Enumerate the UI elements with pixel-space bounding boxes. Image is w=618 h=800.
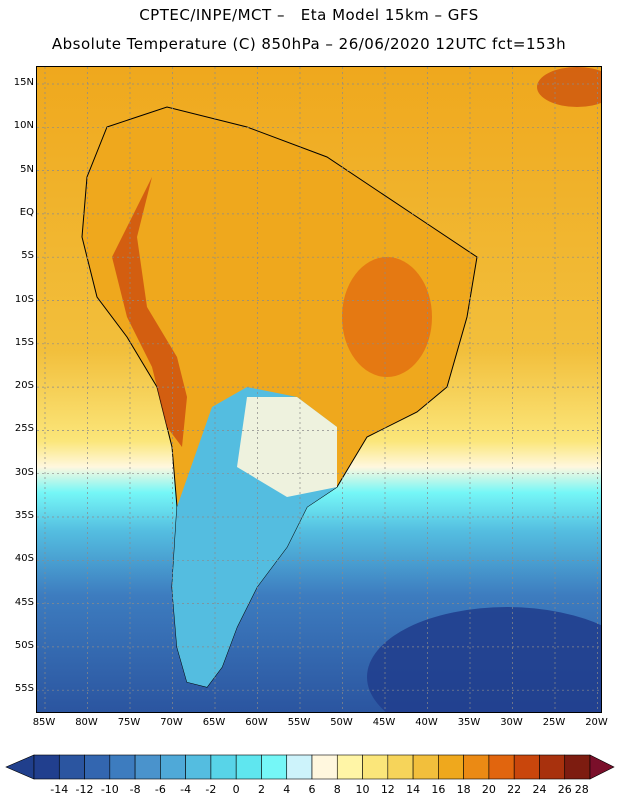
colorbar-tick-label: -8: [129, 783, 141, 796]
colorbar-swatch: [33, 754, 60, 780]
colorbar-tick-label: -4: [180, 783, 192, 796]
lat-label: 35S: [14, 510, 34, 521]
transition-zone: [237, 397, 337, 497]
colorbar-tick-label: 16: [431, 783, 446, 796]
colorbar-swatch: [564, 754, 591, 780]
colorbar-swatch: [134, 754, 161, 780]
andes-warm-ridge: [112, 177, 187, 447]
map-panel: [36, 66, 602, 713]
temperature-map: [37, 67, 601, 712]
chart-subtitle: Absolute Temperature (C) 850hPa – 26/06/…: [51, 35, 567, 53]
colorbar-tick-label: 10: [355, 783, 370, 796]
colorbar-swatch: [58, 754, 85, 780]
lat-label: 45S: [14, 596, 34, 608]
colorbar-tick-label: 18: [456, 783, 471, 796]
colorbar-swatch: [513, 754, 540, 780]
lon-label: 20W: [585, 717, 608, 728]
colorbar-swatch: [336, 754, 363, 780]
colorbar-swatch: [311, 754, 338, 780]
lat-label: 10S: [14, 293, 34, 305]
lat-label: 50S: [14, 639, 34, 651]
colorbar-tick-label: 0: [232, 783, 240, 796]
colorbar-tick-label: 22: [507, 783, 522, 796]
lat-label: 5N: [20, 163, 34, 175]
colorbar-tick-label: 20: [481, 783, 496, 796]
colorbar-swatch: [84, 754, 111, 780]
colorbar-swatch: [160, 754, 186, 780]
lat-label: 55S: [14, 683, 34, 695]
brazil-warm-region: [342, 257, 432, 377]
lon-label: 85W: [32, 717, 56, 728]
lon-label: 60W: [245, 717, 268, 728]
lon-label: 25W: [542, 717, 566, 728]
lat-label: 20S: [14, 380, 34, 392]
lon-label: 55W: [287, 717, 311, 728]
lat-label: 30S: [14, 466, 34, 478]
colorbar-swatch: [412, 754, 439, 780]
colorbar-under-arrow: [5, 754, 35, 780]
colorbar-tick-label: 24: [532, 783, 547, 796]
colorbar-tick-label: 14: [406, 783, 421, 796]
lon-label: 40W: [415, 717, 438, 728]
lat-label: EQ: [19, 206, 34, 218]
colorbar-tick-label: 26: [557, 783, 572, 796]
colorbar-over-arrow: [589, 754, 615, 780]
colorbar-tick-label: 4: [283, 783, 291, 796]
colorbar-tick-label: 6: [308, 783, 316, 796]
colorbar-tick-label: -14: [50, 783, 69, 796]
lat-label: 25S: [14, 423, 34, 435]
colorbar-tick-label: 8: [333, 783, 341, 796]
graticule: [37, 67, 601, 712]
lat-label: 5S: [21, 250, 34, 262]
lon-label: 45W: [372, 717, 396, 728]
lon-label: 70W: [160, 717, 183, 728]
colorbar-swatch: [185, 754, 212, 780]
lon-label: 65W: [202, 717, 226, 728]
colorbar-swatch: [488, 754, 515, 780]
colorbar-swatch: [463, 754, 490, 780]
colorbar-swatch: [261, 754, 288, 780]
colorbar-swatch: [362, 754, 389, 780]
lat-label: 10N: [13, 120, 34, 132]
colorbar-tick-label: -12: [75, 783, 94, 796]
colorbar-tick-label: 2: [257, 783, 265, 796]
caribbean-warm-region: [537, 67, 601, 107]
colorbar-swatch: [109, 754, 136, 780]
lon-label: 35W: [457, 717, 481, 728]
colorbar-swatch: [539, 754, 566, 780]
lat-label: 15S: [14, 336, 34, 348]
colorbar-tick-label: 28: [574, 783, 589, 796]
colorbar-swatch: [387, 754, 414, 780]
cold-pool-region: [367, 607, 601, 712]
colorbar-swatch: [235, 754, 262, 780]
lat-label: 15N: [13, 77, 34, 88]
colorbar-tick-label: -10: [100, 783, 119, 796]
chart-title: CPTEC/INPE/MCT – Eta Model 15km – GFS: [139, 6, 479, 24]
colorbar-tick-label: -2: [205, 783, 217, 796]
lon-label: 80W: [75, 717, 98, 728]
colorbar: [5, 754, 615, 780]
colorbar-tick-label: 12: [380, 783, 395, 796]
colorbar-swatch: [210, 754, 237, 780]
lat-label: 40S: [14, 553, 34, 565]
colorbar-swatch: [438, 754, 464, 780]
colorbar-tick-label: -6: [154, 783, 166, 796]
lon-label: 30W: [500, 717, 523, 728]
lon-label: 75W: [117, 717, 141, 728]
colorbar-swatch: [286, 754, 313, 780]
lon-label: 50W: [330, 717, 353, 728]
